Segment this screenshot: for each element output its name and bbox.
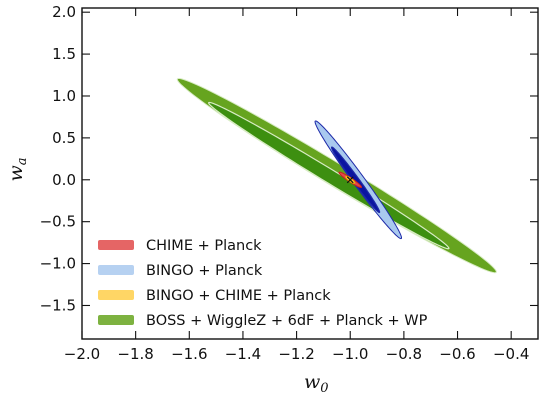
x-tick-label: −0.8: [386, 345, 422, 363]
legend-item-bingo-planck: BINGO + Planck: [98, 263, 263, 279]
y-tick-label: −1.5: [40, 296, 76, 314]
y-axis-label-main: w: [5, 165, 27, 181]
legend-swatch: [98, 240, 134, 250]
x-axis-label-sub: 0: [320, 381, 328, 396]
tick-layer: −2.0 −1.8 −1.6 −1.4 −1.2 −1.0 −0.8 −0.6 −0.4 2.0 1…: [40, 3, 538, 363]
x-tick-label: −2.0: [64, 345, 100, 363]
legend-item-boss-wigglez-6df-planck-wp: BOSS + WiggleZ + 6dF + Planck + WP: [98, 313, 428, 329]
legend-label: BINGO + CHIME + Planck: [146, 288, 331, 304]
y-tick-label: 0.0: [52, 171, 76, 189]
legend: CHIME + Planck BINGO + Planck BINGO + CHIM…: [98, 238, 428, 329]
y-tick-label: 0.5: [52, 129, 76, 147]
x-tick-label: −1.6: [171, 345, 207, 363]
y-axis-label-sub: a: [15, 157, 30, 165]
y-tick-label: 2.0: [52, 3, 76, 21]
series-boss-wigglez-6df-planck-wp: [176, 77, 497, 274]
x-tick-label: −0.6: [439, 345, 475, 363]
y-tick-label: 1.0: [52, 87, 76, 105]
legend-label: BOSS + WiggleZ + 6dF + Planck + WP: [146, 313, 428, 329]
x-tick-label: −0.4: [493, 345, 529, 363]
legend-label: CHIME + Planck: [146, 238, 262, 254]
legend-item-bingo-chime-planck: BINGO + CHIME + Planck: [98, 288, 331, 304]
contour-1sigma-bingo-planck: [330, 146, 381, 214]
x-tick-label: −1.8: [117, 345, 153, 363]
legend-swatch: [98, 315, 134, 325]
legend-swatch: [98, 290, 134, 300]
y-tick-label: −1.0: [40, 255, 76, 273]
marker-layer: [346, 176, 354, 184]
plot-frame: [81, 7, 539, 340]
x-tick-label: −1.4: [225, 345, 261, 363]
y-axis-label: wa: [5, 157, 30, 181]
x-tick-label: −1.0: [332, 345, 368, 363]
fiducial-marker: [346, 176, 354, 184]
legend-label: BINGO + Planck: [146, 263, 263, 279]
series-bingo-planck: [314, 120, 403, 240]
x-axis-label-main: w: [304, 371, 320, 393]
x-axis-label: w0: [304, 371, 329, 396]
y-tick-label: 1.5: [52, 45, 76, 63]
x-tick-label: −1.2: [278, 345, 314, 363]
legend-swatch: [98, 265, 134, 275]
plot-background: [82, 8, 538, 339]
y-tick-label: −0.5: [40, 213, 76, 231]
legend-item-chime-planck: CHIME + Planck: [98, 238, 262, 254]
